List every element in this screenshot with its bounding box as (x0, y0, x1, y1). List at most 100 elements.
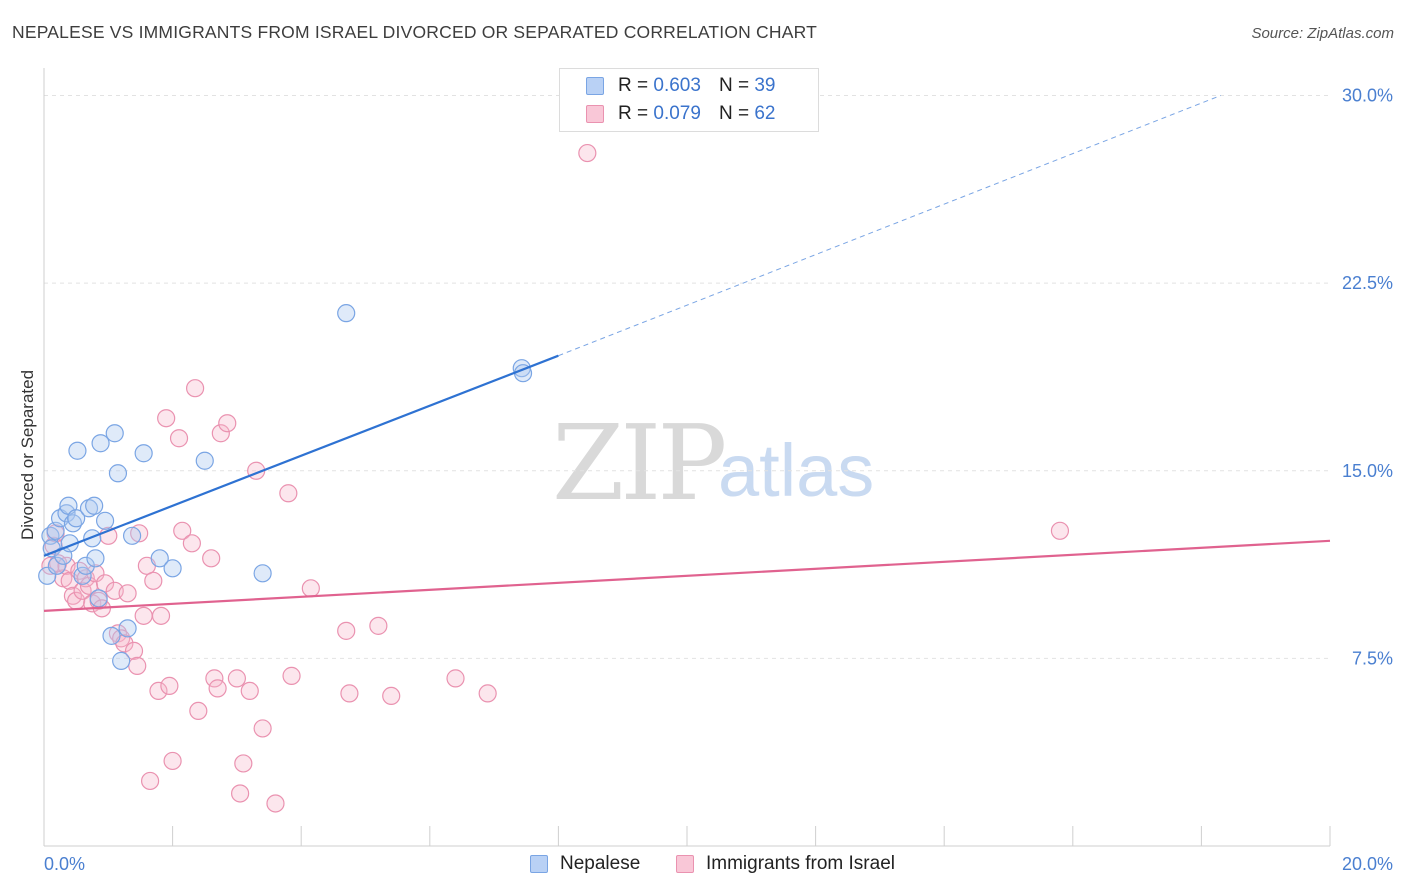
israel-point (202, 549, 221, 568)
nepalese-point (85, 496, 104, 515)
israel-point (173, 521, 192, 540)
nepalese-point (112, 651, 131, 670)
israel-point (182, 534, 201, 553)
n-label: N = (718, 75, 750, 96)
israel-point (369, 616, 388, 635)
israel-point (218, 414, 237, 433)
nepalese-point (86, 549, 105, 568)
nepalese-point (67, 509, 86, 528)
israel-point (149, 681, 168, 700)
source-label: Source: ZipAtlas.com (1251, 25, 1394, 42)
nepalese-point (253, 564, 272, 583)
israel-point (240, 681, 259, 700)
stats-legend-row-israel: R = 0.079 N = 62 (586, 102, 775, 126)
nepalese-swatch (586, 77, 604, 95)
israel-point (144, 571, 163, 590)
israel-point (163, 751, 182, 771)
nepalese-point (163, 559, 182, 578)
nepalese-point (76, 556, 95, 575)
israel-point (340, 684, 359, 703)
israel-point (211, 424, 230, 443)
israel-point (266, 794, 285, 813)
legend-item-israel: Immigrants from Israel (676, 852, 895, 876)
israel-point (301, 579, 320, 598)
israel-point (134, 606, 153, 625)
israel-point (63, 586, 83, 605)
israel-point (189, 701, 208, 721)
israel-point (124, 641, 144, 660)
nepalese-point (105, 424, 124, 443)
israel-point (337, 621, 356, 640)
nepalese-point (102, 626, 121, 645)
n-label: N = (718, 103, 750, 124)
nepalese-point (122, 526, 142, 545)
y-tick-label: 30.0% (1342, 86, 1393, 106)
nepalese-trend-extension (558, 95, 1221, 357)
nepalese-point (57, 504, 76, 523)
israel-point (130, 524, 149, 543)
israel-point (446, 669, 465, 688)
israel-swatch (586, 105, 604, 123)
r-label: R = (618, 103, 649, 124)
nepalese-point (83, 529, 102, 548)
nepalese-point (79, 499, 99, 518)
israel-point (282, 666, 301, 685)
y-tick-label: 7.5% (1352, 648, 1393, 668)
nepalese-point (91, 434, 110, 453)
legend-israel-swatch (676, 855, 694, 873)
nepalese-point (134, 444, 153, 463)
r-label: R = (618, 75, 649, 96)
legend-nepalese-label: Nepalese (560, 853, 641, 874)
n-value: 39 (754, 75, 776, 96)
israel-point (157, 409, 176, 428)
nepalese-point (195, 451, 214, 470)
nepalese-point (337, 304, 356, 323)
nepalese-point (38, 566, 57, 585)
stats-legend: R = 0.603 N = 39 R = 0.079 N = 62 (559, 68, 819, 132)
israel-point (186, 379, 205, 398)
chart-title: NEPALESE VS IMMIGRANTS FROM ISRAEL DIVOR… (12, 22, 818, 42)
nepalese-point (73, 566, 92, 585)
x-tick-label: 0.0% (44, 854, 85, 874)
nepalese-point (108, 464, 128, 483)
nepalese-point (47, 556, 66, 575)
nepalese-trend-line (43, 354, 559, 557)
israel-point (382, 686, 401, 706)
israel-point (234, 754, 253, 773)
israel-point (253, 719, 272, 738)
nepalese-point (89, 589, 108, 608)
legend-item-nepalese: Nepalese (530, 852, 640, 876)
israel-point (1050, 521, 1070, 540)
y-tick-label: 15.0% (1342, 461, 1393, 481)
israel-point (169, 429, 189, 448)
israel-point (118, 584, 137, 603)
israel-point (478, 684, 497, 703)
israel-point (279, 484, 298, 503)
israel-point (128, 656, 147, 675)
nepalese-point (118, 619, 137, 638)
x-tick-label: 20.0% (1342, 854, 1393, 874)
r-value: 0.079 (653, 103, 701, 124)
legend-israel-label: Immigrants from Israel (706, 853, 895, 874)
y-tick-label: 22.5% (1342, 273, 1393, 293)
nepalese-point (95, 511, 115, 530)
israel-point (140, 771, 160, 791)
israel-point (227, 669, 246, 688)
r-value: 0.603 (653, 75, 701, 96)
israel-point (95, 574, 115, 593)
watermark-zip: ZIP (552, 402, 727, 524)
stats-legend-row-nepalese: R = 0.603 N = 39 (586, 74, 775, 98)
nepalese-point (63, 514, 83, 533)
israel-trend-line (43, 539, 1331, 612)
nepalese-point (150, 549, 169, 568)
israel-point (231, 784, 250, 803)
legend-nepalese-swatch (530, 855, 548, 873)
israel-point (578, 143, 597, 163)
israel-point (208, 679, 227, 698)
n-value: 62 (754, 103, 776, 124)
israel-point (160, 676, 179, 695)
israel-point (151, 606, 171, 625)
israel-point (205, 669, 224, 688)
nepalese-point (68, 441, 87, 460)
